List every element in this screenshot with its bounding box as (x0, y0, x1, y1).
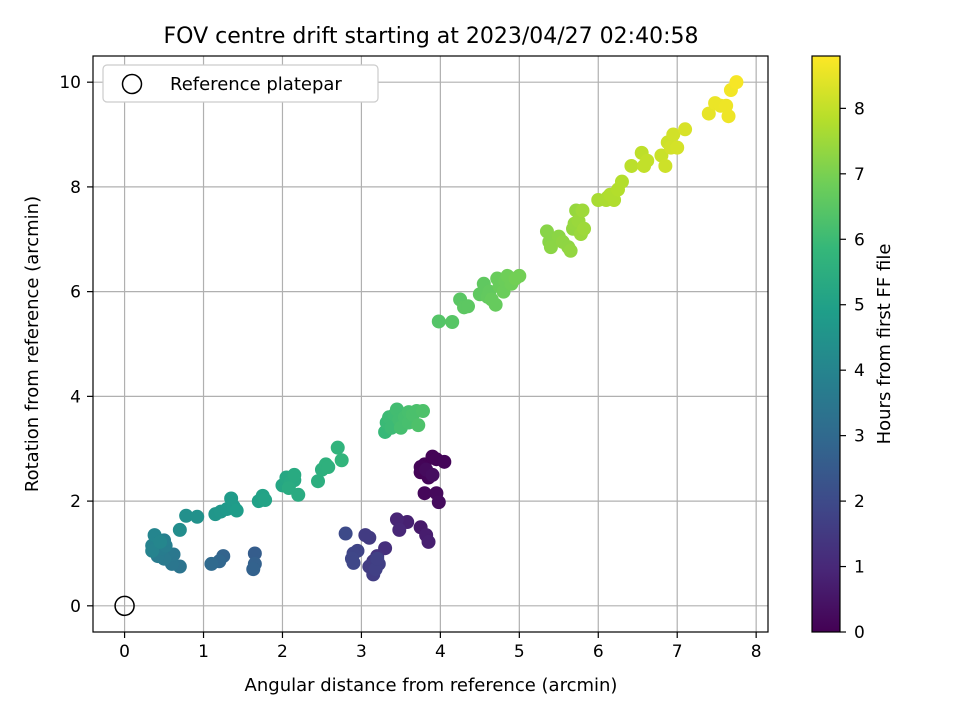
data-point (229, 503, 244, 518)
colorbar-tick-label: 5 (854, 296, 865, 316)
chart-title: FOV centre drift starting at 2023/04/27 … (164, 24, 699, 49)
data-point (575, 203, 590, 218)
y-axis-ticks: 0 2 4 6 8 10 (59, 73, 93, 617)
y-axis-label: Rotation from reference (arcmin) (22, 196, 43, 492)
y-tick-label: 10 (59, 73, 81, 93)
data-point (411, 418, 426, 433)
data-point (153, 534, 168, 549)
legend-entry-reference: Reference platepar (170, 74, 342, 95)
data-point (577, 221, 592, 236)
data-point (563, 243, 578, 258)
x-axis-ticks: 0 1 2 3 4 5 6 7 8 (119, 632, 762, 662)
plot-area: 0 1 2 3 4 5 6 7 8 0 2 4 6 8 10 (59, 55, 769, 662)
data-point (416, 404, 430, 419)
colorbar-tick-label: 1 (854, 558, 865, 578)
data-point (370, 551, 385, 566)
x-tick-label: 5 (514, 642, 525, 662)
colorbar-ticks: 0 1 2 3 4 5 6 7 8 (840, 99, 865, 643)
x-tick-label: 3 (356, 642, 367, 662)
data-point (421, 534, 436, 549)
plot-frame (92, 55, 769, 633)
data-point (666, 127, 681, 142)
data-point (431, 495, 446, 510)
data-point (624, 158, 639, 173)
data-point (179, 508, 194, 523)
data-point (358, 528, 373, 543)
y-tick-label: 8 (70, 178, 81, 198)
data-points (145, 75, 744, 582)
data-point (346, 555, 361, 570)
colorbar-label: Hours from first FF file (874, 244, 895, 445)
data-point (311, 474, 325, 489)
colorbar-tick-label: 8 (854, 99, 865, 119)
x-tick-label: 8 (751, 642, 762, 662)
data-point (488, 297, 503, 312)
data-point (246, 562, 261, 577)
data-point (338, 526, 353, 541)
colorbar-tick-label: 0 (854, 623, 865, 643)
data-point (389, 512, 404, 527)
y-tick-label: 4 (70, 387, 81, 407)
data-point (640, 153, 655, 168)
data-point (247, 546, 262, 561)
legend: Reference platepar (102, 64, 379, 103)
data-point (719, 98, 734, 113)
data-point (258, 493, 273, 508)
data-point (701, 106, 716, 121)
reference-platepar-marker (114, 595, 135, 617)
data-point (614, 174, 629, 189)
data-point (543, 240, 558, 255)
x-tick-label: 6 (593, 642, 604, 662)
data-point (190, 509, 205, 524)
data-point (224, 491, 239, 506)
colorbar: 0 1 2 3 4 5 6 7 8 Hours from first FF file (811, 55, 895, 643)
x-axis-label: Angular distance from reference (arcmin) (245, 675, 618, 696)
data-point (287, 467, 302, 482)
x-tick-label: 1 (198, 642, 209, 662)
data-point (512, 268, 527, 283)
colorbar-tick-label: 6 (854, 230, 865, 250)
data-point (425, 467, 440, 482)
x-tick-label: 7 (672, 642, 683, 662)
data-point (461, 299, 475, 314)
data-point (729, 75, 744, 90)
data-point (330, 440, 345, 455)
data-point (437, 454, 452, 469)
y-tick-label: 2 (70, 492, 81, 512)
data-point (368, 562, 383, 577)
data-point (281, 481, 296, 495)
data-point (658, 158, 673, 173)
data-point (172, 522, 187, 537)
colorbar-tick-label: 2 (854, 492, 865, 512)
data-point (204, 556, 219, 571)
legend-box (102, 64, 379, 103)
data-point (334, 453, 349, 468)
data-point (321, 460, 336, 475)
data-point (539, 224, 554, 239)
x-tick-label: 2 (277, 642, 288, 662)
data-point (445, 315, 460, 330)
data-point (670, 140, 685, 155)
colorbar-tick-label: 7 (854, 165, 865, 185)
colorbar-tick-label: 4 (854, 361, 865, 381)
x-tick-label: 0 (119, 642, 130, 662)
x-tick-label: 4 (435, 642, 446, 662)
y-tick-label: 0 (70, 597, 81, 617)
data-point (431, 314, 446, 329)
data-point (721, 109, 736, 124)
colorbar-tick-label: 3 (854, 427, 865, 447)
legend-circle-icon (121, 73, 143, 95)
colorbar-gradient (812, 56, 840, 632)
data-point (417, 486, 432, 501)
colorbar-frame (811, 55, 841, 633)
data-point (678, 122, 693, 137)
y-tick-label: 6 (70, 283, 81, 303)
data-point (392, 522, 407, 537)
